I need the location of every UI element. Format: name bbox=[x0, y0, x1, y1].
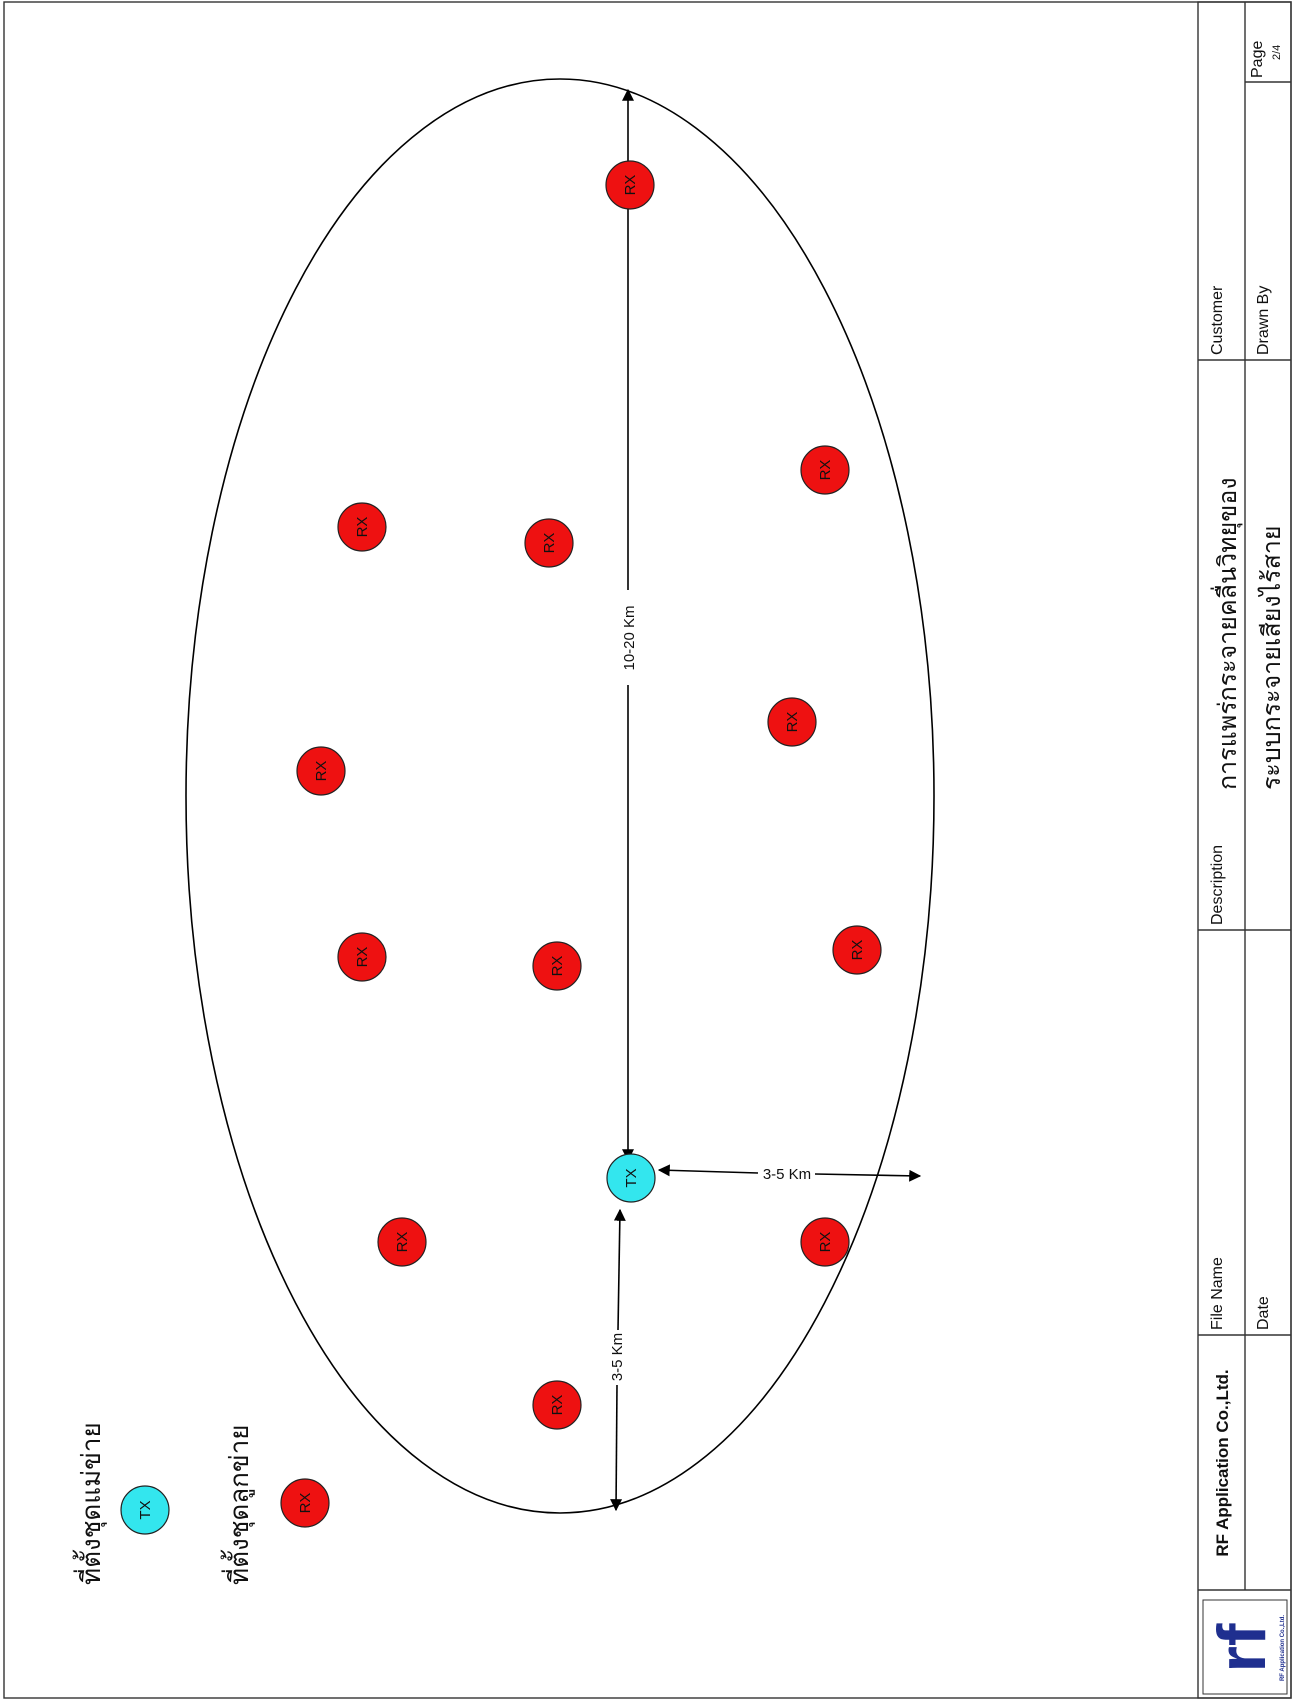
rx-node: RX bbox=[800, 445, 850, 495]
rx-node: RX bbox=[524, 518, 574, 568]
svg-text:RX: RX bbox=[354, 517, 371, 538]
svg-text:TX: TX bbox=[137, 1500, 154, 1519]
rx-node: RX bbox=[605, 160, 655, 210]
logo-mark: rf bbox=[1204, 1623, 1280, 1672]
dimension-label-long: 10-20 Km bbox=[621, 605, 638, 670]
rx-node: RX bbox=[377, 1217, 427, 1267]
rx-node: RX bbox=[800, 1217, 850, 1267]
dimension-short-right: 3-5 Km bbox=[657, 1164, 922, 1183]
svg-text:RX: RX bbox=[354, 947, 371, 968]
rx-node: RX bbox=[532, 941, 582, 991]
company-logo: rf RF Application Co.,Ltd. bbox=[1202, 1599, 1288, 1695]
svg-text:RX: RX bbox=[817, 460, 834, 481]
svg-text:RX: RX bbox=[297, 1493, 314, 1514]
coverage-ellipse bbox=[185, 78, 935, 1514]
tx-node: TX bbox=[606, 1153, 656, 1203]
description-line-2: ระบบกระจายเสียงไร้สาย bbox=[1257, 525, 1286, 790]
svg-text:RX: RX bbox=[817, 1232, 834, 1253]
dimension-long-axis: 10-20 Km bbox=[621, 88, 638, 1162]
dimension-short-left: 3-5 Km bbox=[609, 1208, 626, 1512]
svg-text:RX: RX bbox=[549, 1395, 566, 1416]
rx-node: RX bbox=[337, 502, 387, 552]
svg-text:RX: RX bbox=[394, 1232, 411, 1253]
rx-node: RX bbox=[296, 746, 346, 796]
svg-text:RX: RX bbox=[849, 940, 866, 961]
svg-text:TX: TX bbox=[623, 1168, 640, 1187]
company-name: RF Application Co.,Ltd. bbox=[1213, 1369, 1232, 1556]
logo-caption: RF Application Co.,Ltd. bbox=[1280, 1615, 1286, 1681]
page-border bbox=[3, 1, 1292, 1699]
customer-label: Customer bbox=[1209, 285, 1226, 355]
date-label: Date bbox=[1255, 1296, 1272, 1330]
description-label: Description bbox=[1209, 845, 1226, 925]
svg-text:RX: RX bbox=[313, 761, 330, 782]
dimension-label-short-right: 3-5 Km bbox=[763, 1166, 811, 1183]
svg-text:RX: RX bbox=[784, 712, 801, 733]
svg-text:RX: RX bbox=[622, 175, 639, 196]
drawn-by-label: Drawn By bbox=[1255, 286, 1272, 355]
title-block: rf RF Application Co.,Ltd. RF Applicatio… bbox=[1197, 1, 1292, 1699]
legend-rx-symbol: RX bbox=[280, 1478, 330, 1528]
legend-rx-label: ที่ตั้งชุดลูกข่าย bbox=[220, 1424, 255, 1585]
dimension-label-short-left: 3-5 Km bbox=[609, 1333, 626, 1381]
page-label: Page bbox=[1249, 41, 1266, 78]
legend: ที่ตั้งชุดแม่ข่าย TX ที่ตั้งชุดลูกข่าย R… bbox=[72, 1422, 330, 1585]
svg-text:RX: RX bbox=[541, 533, 558, 554]
page-value: 2/4 bbox=[1271, 45, 1283, 60]
rx-node: RX bbox=[532, 1380, 582, 1430]
legend-tx-label: ที่ตั้งชุดแม่ข่าย bbox=[72, 1422, 107, 1585]
rx-node: RX bbox=[767, 697, 817, 747]
file-name-label: File Name bbox=[1209, 1257, 1226, 1330]
rx-node: RX bbox=[832, 925, 882, 975]
svg-text:RX: RX bbox=[549, 956, 566, 977]
legend-tx-symbol: TX bbox=[120, 1485, 170, 1535]
description-line-1: การแพร่กระจายคลื่นวิทยุของ bbox=[1210, 477, 1243, 790]
rx-node: RX bbox=[337, 932, 387, 982]
